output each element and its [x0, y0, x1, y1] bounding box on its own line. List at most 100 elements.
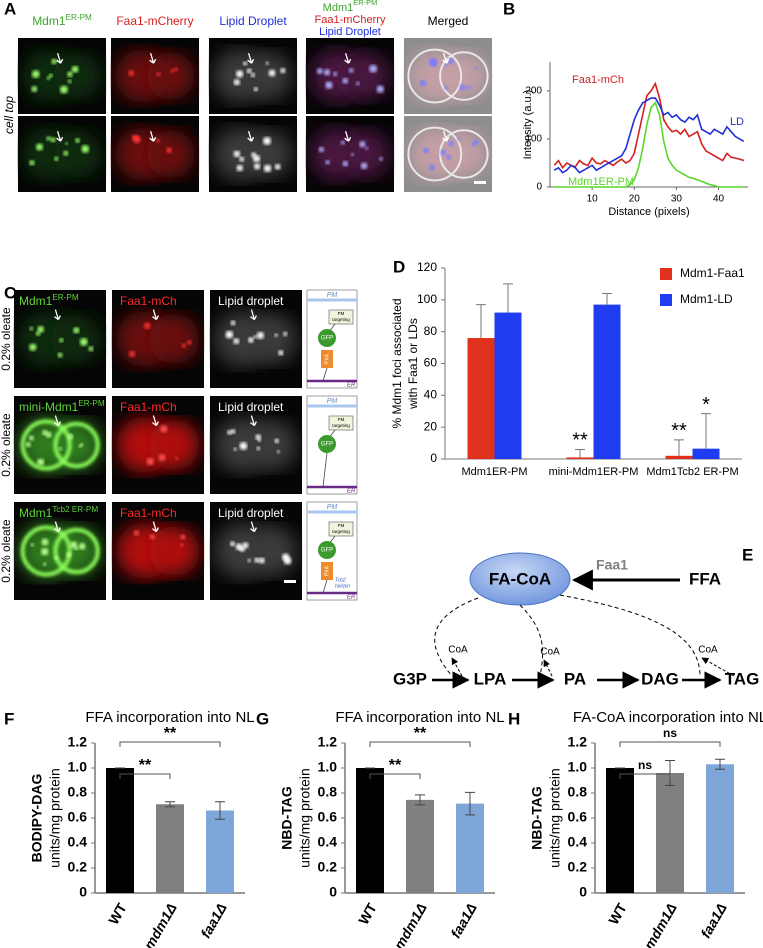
error-bar [674, 439, 684, 456]
significance: ** [671, 420, 687, 442]
spot [448, 58, 454, 65]
bracket [119, 741, 221, 747]
construct-label: Mdm1Tcb2 ER-PM [19, 505, 98, 521]
spot [50, 137, 56, 143]
spot [276, 450, 280, 454]
y-tick-label: 0 [329, 884, 337, 900]
spot [160, 425, 168, 433]
header: Faa1-mCherry [116, 14, 193, 28]
bar [406, 799, 434, 893]
spot [365, 146, 369, 150]
coa-label: CoA [448, 645, 468, 656]
construct-label-base: mini-Mdm1 [19, 400, 79, 414]
error-bar [665, 760, 675, 786]
spot [59, 337, 64, 343]
coa-arrow [701, 657, 735, 677]
y-tick-label: 0 [579, 884, 587, 900]
spot [71, 65, 79, 73]
gfp-domain [318, 329, 336, 347]
schematic-text: GFP [321, 442, 333, 448]
spot [67, 79, 72, 84]
spot [350, 152, 355, 157]
error-bar [476, 304, 486, 339]
spot [75, 138, 80, 143]
schematic-text: hairpin [335, 583, 350, 589]
gfp-domain [318, 541, 336, 559]
spot [41, 538, 49, 546]
arrow [149, 53, 157, 64]
chart-title: FA-CoA incorporation into NL [573, 709, 763, 726]
spot [255, 434, 261, 440]
panel-letter: C [4, 283, 16, 302]
arrow [152, 415, 159, 427]
cell [342, 130, 390, 178]
cell-rim [53, 421, 100, 469]
spot [29, 326, 34, 331]
header: Merged [428, 14, 469, 28]
spot [73, 327, 80, 334]
arrow [442, 131, 450, 142]
cell [247, 526, 298, 576]
spot [132, 134, 139, 141]
channel-label: Faa1-mCh [120, 400, 177, 414]
pathway-label: G3P [393, 669, 427, 688]
cell-wall [439, 51, 489, 101]
spot [155, 138, 160, 143]
schematic-text: PM [327, 504, 338, 511]
spot [274, 333, 278, 337]
schematic-text: PM [338, 523, 345, 528]
significance: ** [139, 757, 152, 774]
spot [170, 68, 175, 73]
y-tick-label: 100 [417, 292, 437, 306]
spot [446, 154, 452, 160]
micrograph [210, 396, 302, 494]
flux-line [559, 594, 701, 677]
cell-rim [20, 419, 72, 471]
flux-line [519, 604, 544, 677]
y-tick-label: 1.2 [318, 734, 338, 750]
cell-wall [439, 129, 489, 179]
channel-label: Faa1-mCh [120, 506, 177, 520]
spot [181, 343, 187, 348]
arrow [54, 521, 61, 533]
panel-letter: B [503, 0, 515, 18]
spot [63, 150, 69, 156]
y-axis-label: units/mg protein [547, 768, 563, 868]
gfp-domain [318, 435, 336, 453]
spot [180, 534, 186, 540]
y-axis-label: with Faa1 or LDs [406, 318, 420, 410]
spot [248, 337, 254, 343]
micrograph [111, 38, 199, 114]
spot [149, 534, 156, 540]
pxa-domain [321, 350, 333, 368]
flux-line [434, 597, 479, 677]
arrow [152, 521, 159, 533]
spot [316, 68, 323, 75]
bracket [119, 773, 171, 779]
panel-letter: E [742, 545, 753, 564]
bar [665, 455, 693, 459]
spot [233, 79, 240, 86]
spot [423, 148, 427, 152]
spot [41, 547, 49, 556]
spot [143, 322, 151, 330]
spot [233, 150, 241, 158]
spot [133, 530, 140, 536]
spot [35, 331, 41, 337]
y-tick-label: 1.0 [68, 759, 88, 775]
construct-label: Mdm1ER-PM [19, 293, 79, 309]
micrograph [210, 290, 302, 388]
channel-label: Lipid droplet [218, 294, 284, 308]
targeting-box [328, 309, 354, 325]
spot [236, 164, 243, 172]
schematic-text: PXA [324, 353, 330, 364]
row-label: cell top [2, 96, 16, 134]
spot [25, 441, 31, 448]
line-series [553, 81, 745, 170]
error-bar [715, 758, 725, 770]
header: Mdm1ER-PM [323, 0, 378, 14]
spot [43, 562, 47, 566]
spot [31, 86, 38, 92]
y-axis-label: Intensity (a.u.) [522, 90, 534, 160]
spot [369, 64, 378, 73]
